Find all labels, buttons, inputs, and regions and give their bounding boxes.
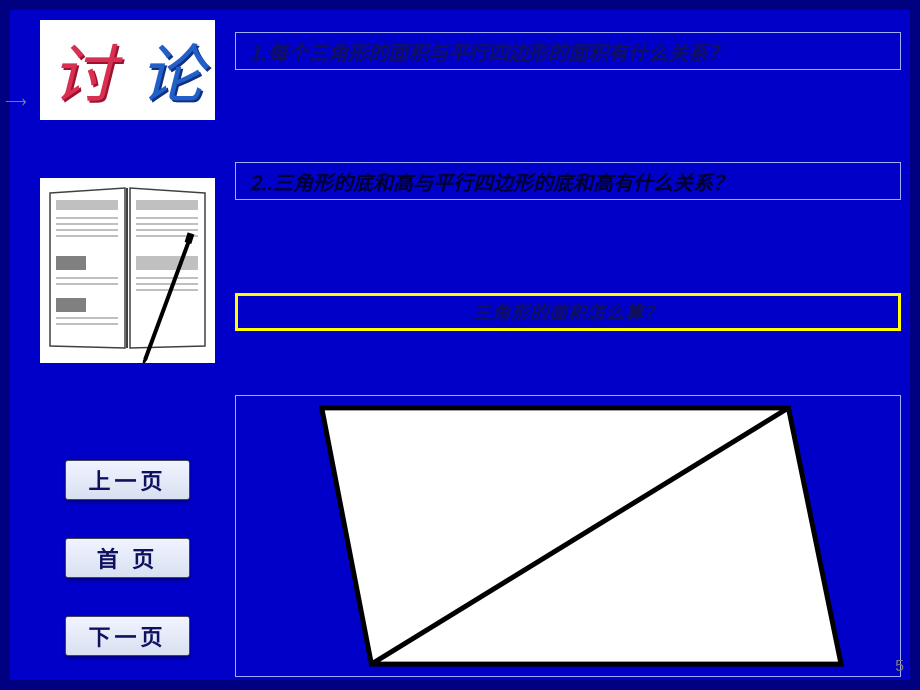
prev-button[interactable]: 上一页 bbox=[65, 460, 190, 500]
title-char-2: 论 bbox=[140, 24, 204, 116]
next-button[interactable]: 下一页 bbox=[65, 616, 190, 656]
title-char-1: 讨 bbox=[52, 24, 116, 116]
title-box: 讨 论 bbox=[40, 20, 215, 120]
next-button-label: 下一页 bbox=[88, 620, 166, 652]
parallelogram-diagram bbox=[236, 396, 900, 676]
question-3-box: 三角形的面积怎么算？ bbox=[235, 293, 901, 331]
home-button-label: 首 页 bbox=[97, 542, 159, 574]
diagram-box bbox=[235, 395, 901, 677]
question-2-box: ⒉.三角形的底和高与平行四边形的底和高有什么关系？ bbox=[235, 162, 901, 200]
page-number: 5 bbox=[895, 658, 904, 676]
question-2-text: ⒉.三角形的底和高与平行四边形的底和高有什么关系？ bbox=[248, 167, 733, 196]
question-3-text: 三角形的面积怎么算？ bbox=[473, 299, 663, 325]
home-button[interactable]: 首 页 bbox=[65, 538, 190, 578]
prev-button-label: 上一页 bbox=[88, 464, 166, 496]
question-1-box: ⒈每个三角形的面积与平行四边形的面积有什么关系？ bbox=[235, 32, 901, 70]
question-1-text: ⒈每个三角形的面积与平行四边形的面积有什么关系？ bbox=[248, 37, 728, 66]
notebook-illustration bbox=[40, 178, 215, 363]
decor-arrow: —› bbox=[6, 90, 24, 111]
